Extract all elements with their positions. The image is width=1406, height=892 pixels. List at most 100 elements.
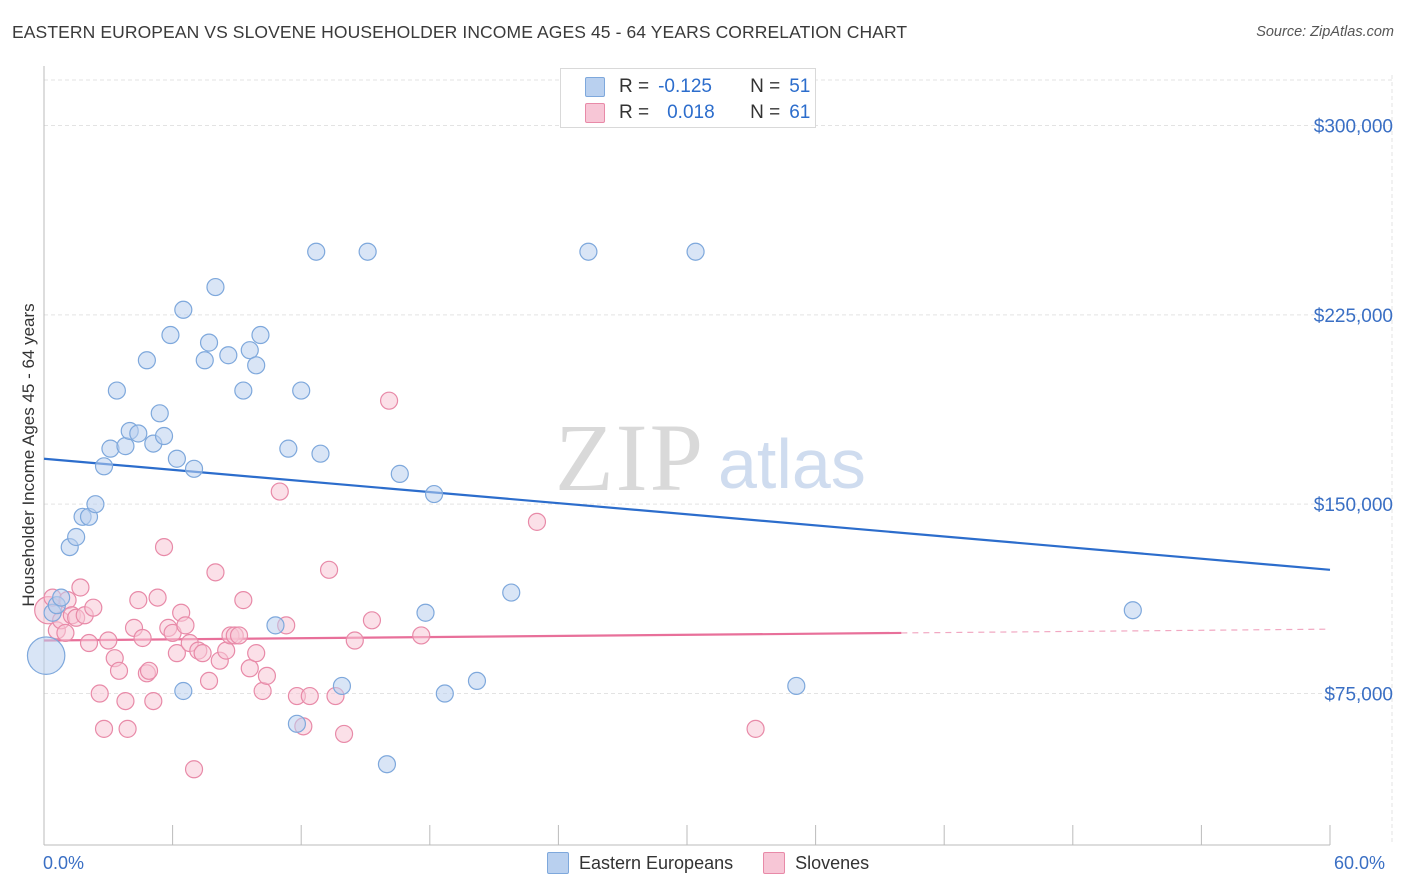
blue-swatch xyxy=(585,77,605,97)
point-eastern-europeans xyxy=(311,444,330,463)
point-eastern-europeans xyxy=(279,439,298,458)
point-slovenes xyxy=(129,591,148,610)
trend-line-slovenes-extension xyxy=(901,628,1331,634)
point-slovenes xyxy=(345,631,364,650)
point-eastern-europeans xyxy=(206,277,225,297)
r-value: 0.018 xyxy=(667,102,715,123)
point-slovenes xyxy=(253,681,272,701)
point-slovenes xyxy=(154,537,174,557)
point-eastern-europeans xyxy=(116,437,135,456)
watermark-zip: ZIP xyxy=(555,404,705,511)
point-eastern-europeans xyxy=(195,351,214,370)
point-slovenes xyxy=(167,644,186,663)
r-label: R = xyxy=(619,102,650,123)
point-eastern-europeans xyxy=(390,464,409,483)
point-slovenes xyxy=(56,623,75,643)
y-tick-labels: $75,000 $150,000 $225,000 $300,000 xyxy=(1314,116,1393,705)
pink-swatch xyxy=(763,852,786,874)
point-eastern-europeans xyxy=(129,424,148,443)
point-slovenes xyxy=(176,616,195,635)
point-eastern-europeans xyxy=(251,325,270,345)
point-slovenes xyxy=(116,691,135,711)
point-slovenes xyxy=(79,633,99,653)
point-eastern-europeans xyxy=(52,588,71,607)
point-slovenes xyxy=(144,691,163,711)
y-axis-label: Householder Income Ages 45 - 64 years xyxy=(19,303,38,607)
watermark-atlas: atlas xyxy=(718,425,866,503)
point-eastern-europeans xyxy=(184,459,204,478)
point-eastern-europeans xyxy=(107,381,126,400)
y-tick-label: $150,000 xyxy=(1314,495,1393,516)
point-eastern-europeans xyxy=(199,333,219,352)
point-eastern-europeans xyxy=(307,242,326,261)
point-slovenes xyxy=(412,626,431,645)
chart-source: Source: ZipAtlas.com xyxy=(1256,24,1394,40)
n-value: 51 xyxy=(789,76,811,97)
legend-row-eastern-europeans: R = -0.125 N = 51 xyxy=(585,75,810,99)
point-slovenes xyxy=(240,659,259,678)
point-eastern-europeans xyxy=(154,426,174,446)
point-slovenes xyxy=(199,671,219,691)
chart-title: EASTERN EUROPEAN VS SLOVENE HOUSEHOLDER … xyxy=(12,22,908,42)
legend-row-slovenes: R = 0.018 N = 61 xyxy=(585,101,810,125)
point-eastern-europeans xyxy=(332,676,352,696)
point-slovenes xyxy=(270,482,289,501)
y-tick-label: $75,000 xyxy=(1324,685,1393,706)
point-slovenes xyxy=(229,626,249,645)
point-slovenes xyxy=(319,560,339,579)
point-eastern-europeans xyxy=(137,351,156,370)
n-label: N = xyxy=(750,76,781,97)
legend-label: Slovenes xyxy=(795,852,870,873)
n-label: N = xyxy=(750,102,781,123)
point-eastern-europeans xyxy=(435,684,454,703)
point-eastern-europeans xyxy=(86,495,105,514)
point-slovenes xyxy=(334,724,354,744)
point-eastern-europeans xyxy=(579,242,598,261)
series-legend: Eastern Europeans Slovenes xyxy=(547,852,899,874)
correlation-legend: R = -0.125 N = 51 R = 0.018 N = 61 xyxy=(560,68,816,128)
point-eastern-europeans xyxy=(467,671,487,691)
point-eastern-europeans xyxy=(161,325,180,345)
point-eastern-europeans xyxy=(174,300,193,319)
point-slovenes xyxy=(90,684,109,703)
point-slovenes xyxy=(148,588,167,607)
point-slovenes xyxy=(247,644,266,663)
point-eastern-europeans xyxy=(167,449,186,468)
eastern-europeans-points xyxy=(26,242,1142,774)
point-slovenes xyxy=(234,591,253,610)
x-tick-label-min: 0.0% xyxy=(43,853,85,873)
n-value: 61 xyxy=(789,102,811,123)
point-slovenes xyxy=(527,512,547,531)
pink-swatch xyxy=(585,103,605,123)
point-slovenes xyxy=(94,719,114,738)
slovenes-points xyxy=(34,391,765,779)
point-eastern-europeans xyxy=(26,636,66,675)
point-slovenes xyxy=(193,644,212,663)
point-eastern-europeans xyxy=(502,583,521,602)
point-eastern-europeans xyxy=(150,404,169,423)
r-value: -0.125 xyxy=(658,76,712,97)
point-slovenes xyxy=(257,666,277,685)
point-eastern-europeans xyxy=(266,616,285,635)
point-slovenes xyxy=(118,719,137,738)
point-slovenes xyxy=(133,628,152,648)
point-eastern-europeans xyxy=(787,676,806,696)
point-slovenes xyxy=(184,760,204,779)
point-eastern-europeans xyxy=(292,381,311,400)
point-eastern-europeans xyxy=(247,356,266,375)
point-eastern-europeans xyxy=(101,439,120,458)
r-label: R = xyxy=(619,76,650,97)
point-slovenes xyxy=(206,563,225,582)
y-tick-label: $300,000 xyxy=(1314,116,1393,137)
point-slovenes xyxy=(217,641,236,660)
point-slovenes xyxy=(84,598,103,617)
point-eastern-europeans xyxy=(234,381,253,400)
point-slovenes xyxy=(746,719,765,738)
point-slovenes xyxy=(71,578,90,597)
point-eastern-europeans xyxy=(94,457,114,476)
point-eastern-europeans xyxy=(67,527,86,547)
point-eastern-europeans xyxy=(219,346,238,365)
point-slovenes xyxy=(139,661,159,680)
point-eastern-europeans xyxy=(686,242,705,261)
